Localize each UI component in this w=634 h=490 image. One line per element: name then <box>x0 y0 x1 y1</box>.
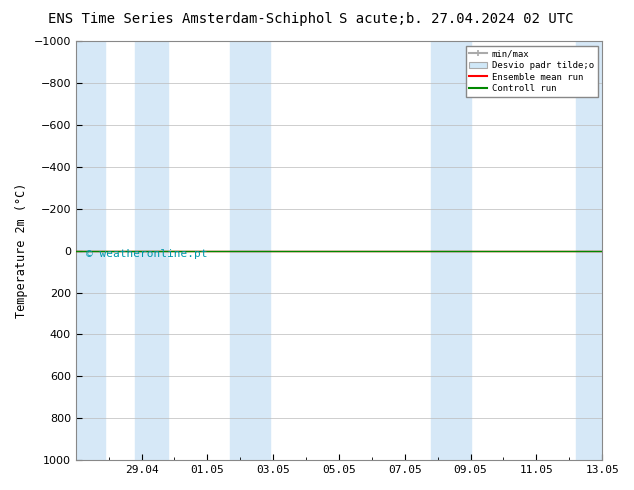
Bar <box>76 41 105 460</box>
Text: ENS Time Series Amsterdam-Schiphol: ENS Time Series Amsterdam-Schiphol <box>48 12 333 26</box>
Bar <box>135 41 168 460</box>
Bar <box>576 41 602 460</box>
Text: S acute;b. 27.04.2024 02 UTC: S acute;b. 27.04.2024 02 UTC <box>339 12 574 26</box>
Bar <box>230 41 270 460</box>
Y-axis label: Temperature 2m (°C): Temperature 2m (°C) <box>15 183 28 318</box>
Legend: min/max, Desvio padr tilde;o, Ensemble mean run, Controll run: min/max, Desvio padr tilde;o, Ensemble m… <box>466 46 598 97</box>
Text: © weatheronline.pt: © weatheronline.pt <box>86 249 208 259</box>
Bar <box>431 41 470 460</box>
